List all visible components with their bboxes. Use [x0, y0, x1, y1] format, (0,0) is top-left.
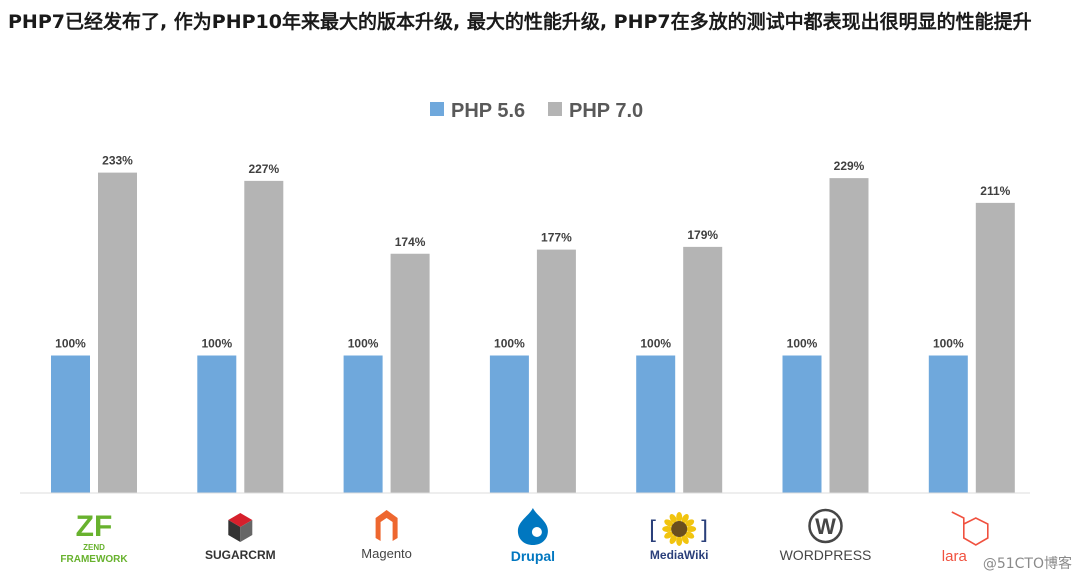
- logo-text-line: FRAMEWORK: [60, 554, 128, 565]
- chart-bars: [51, 172, 1015, 493]
- article-heading: PHP7已经发布了, 作为PHP10年来最大的版本升级, 最大的性能升级, PH…: [8, 11, 1032, 33]
- logo-text-line: WORDPRESS: [780, 547, 872, 563]
- wordpress-ring: [808, 508, 843, 544]
- legend-label-php-7-0: PHP 7.0: [569, 100, 643, 122]
- sugar-cube-right: [240, 520, 253, 542]
- data-label-php-7-0-magento: 174%: [395, 235, 426, 249]
- logo-text-line: Drupal: [511, 548, 555, 564]
- watermark: @51CTO博客: [982, 556, 1072, 572]
- laravel-logo: lara: [942, 511, 989, 565]
- sunflower-petal: [685, 531, 695, 539]
- data-label-php-5-6-magento: 100%: [348, 337, 379, 351]
- laravel-mark: [951, 511, 989, 546]
- drupal-drop: [517, 508, 548, 545]
- sunflower-petal: [681, 514, 689, 524]
- drupal-logo: Drupal: [511, 508, 555, 564]
- sunflower-petal: [676, 536, 683, 546]
- data-label-php-7-0-wordpress: 229%: [834, 159, 865, 173]
- logo-text-line: Magento: [361, 546, 412, 561]
- sunflower-petal: [685, 519, 695, 527]
- magento-mark: [375, 510, 398, 541]
- bar-php-7-0-wordpress: [829, 178, 869, 493]
- bar-php-7-0-magento: [390, 253, 430, 493]
- bar-php-7-0-drupal: [536, 249, 576, 493]
- logo-text-line: SUGARCRM: [205, 548, 276, 562]
- logo-text-line: lara: [942, 548, 968, 565]
- bar-php-5-6-drupal: [489, 355, 529, 493]
- sunflower-petal: [676, 512, 683, 522]
- bracket-right: ]: [701, 516, 708, 543]
- data-label-php-5-6-wordpress: 100%: [787, 337, 818, 351]
- bar-php-7-0-zend-framework: [98, 172, 137, 493]
- magento-logo: Magento: [361, 510, 412, 561]
- logo-text-line: MediaWiki: [650, 548, 709, 562]
- data-label-php-5-6-zend-framework: 100%: [55, 337, 86, 351]
- data-label-php-5-6-drupal: 100%: [494, 337, 525, 351]
- legend-swatch-php-7-0: [548, 102, 562, 116]
- data-label-php-7-0-sugarcrm: 227%: [248, 162, 279, 176]
- sunflower-petal: [662, 526, 673, 532]
- data-label-php-7-0-mediawiki: 179%: [687, 228, 718, 242]
- data-label-php-7-0-laravel: 211%: [980, 184, 1010, 198]
- zend-zf-mark: ZF: [76, 510, 113, 543]
- drupal-face: [531, 527, 542, 537]
- chart-data-labels: 100% 233% 100% 227% 100% 174% 100% 177% 100% 179%…: [55, 154, 1010, 351]
- bar-php-7-0-laravel: [975, 202, 1015, 493]
- bracket-left: [: [649, 516, 656, 543]
- data-label-php-5-6-laravel: 100%: [933, 337, 964, 351]
- sugar-cube-left: [228, 520, 241, 542]
- sunflower-petal: [669, 534, 677, 544]
- sunflower-petal: [664, 519, 674, 527]
- bar-php-5-6-mediawiki: [636, 355, 676, 493]
- bar-php-7-0-sugarcrm: [244, 180, 284, 493]
- data-label-php-5-6-sugarcrm: 100%: [201, 337, 232, 351]
- legend-swatch-php-5-6: [430, 102, 444, 116]
- bar-php-5-6-magento: [343, 355, 383, 493]
- sugarcrm-logo: SUGARCRM: [205, 513, 276, 562]
- sunflower-petal: [681, 534, 689, 544]
- chart-legend: PHP 5.6 PHP 7.0: [430, 100, 643, 122]
- sunflower-petal: [664, 531, 674, 539]
- bar-php-5-6-sugarcrm: [197, 355, 237, 493]
- data-label-php-5-6-mediawiki: 100%: [640, 337, 671, 351]
- bar-php-5-6-laravel: [928, 355, 968, 493]
- mediawiki-logo: [] MediaWiki: [649, 512, 708, 562]
- logo-text-line: ZEND: [83, 543, 105, 552]
- data-label-php-7-0-drupal: 177%: [541, 231, 572, 245]
- sunflower-petal: [686, 526, 697, 532]
- wordpress-logo: W WORDPRESS: [780, 508, 872, 563]
- data-label-php-7-0-zend-framework: 233%: [102, 154, 133, 168]
- bar-php-7-0-mediawiki: [683, 246, 723, 493]
- legend-label-php-5-6: PHP 5.6: [451, 100, 525, 122]
- bar-php-5-6-zend-framework: [51, 355, 90, 493]
- wordpress-w: W: [815, 514, 836, 539]
- sunflower-center: [671, 521, 688, 537]
- sunflower-petal: [669, 514, 677, 524]
- bar-php-5-6-wordpress: [782, 355, 822, 493]
